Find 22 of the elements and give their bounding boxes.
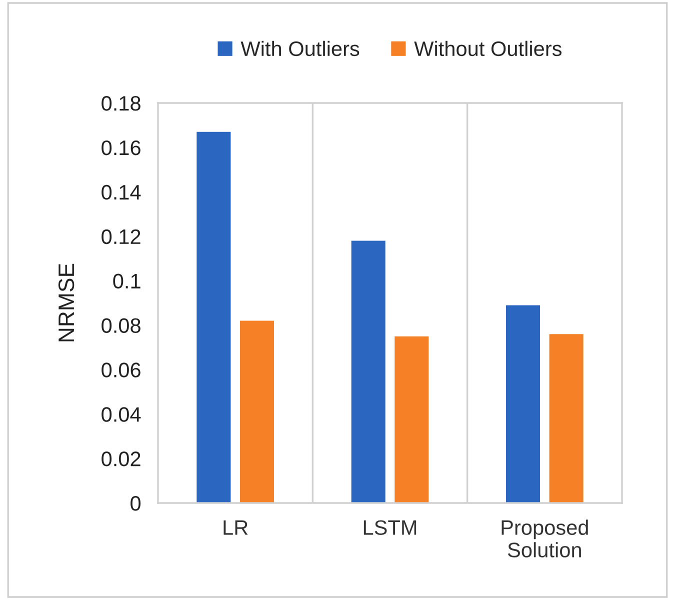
bar <box>196 132 231 503</box>
y-tick-label: 0.06 <box>102 362 140 378</box>
y-axis-title: NRMSE <box>58 264 74 342</box>
bar <box>351 240 386 503</box>
legend-label: Without Outliers <box>414 40 562 56</box>
y-tick-label: 0.16 <box>102 140 140 156</box>
bar <box>240 320 274 503</box>
y-tick-label: 0.18 <box>102 96 140 111</box>
legend-label: With Outliers <box>240 40 360 56</box>
y-tick-label: 0 <box>130 496 141 511</box>
bar <box>394 336 429 503</box>
y-tick-label: 0.1 <box>113 274 140 289</box>
y-tick-label: 0.14 <box>102 184 141 200</box>
y-tick-label: 0.02 <box>102 452 140 466</box>
x-tick-label: LR <box>224 520 248 535</box>
y-tick-label: 0.08 <box>102 318 140 333</box>
bar <box>506 305 540 503</box>
y-tick-label: 0.04 <box>102 407 141 422</box>
y-tick-label: 0.12 <box>102 229 140 244</box>
bar <box>549 334 584 503</box>
x-tick-label: Proposed Solution <box>502 520 588 558</box>
x-tick-label: LSTM <box>364 520 416 535</box>
